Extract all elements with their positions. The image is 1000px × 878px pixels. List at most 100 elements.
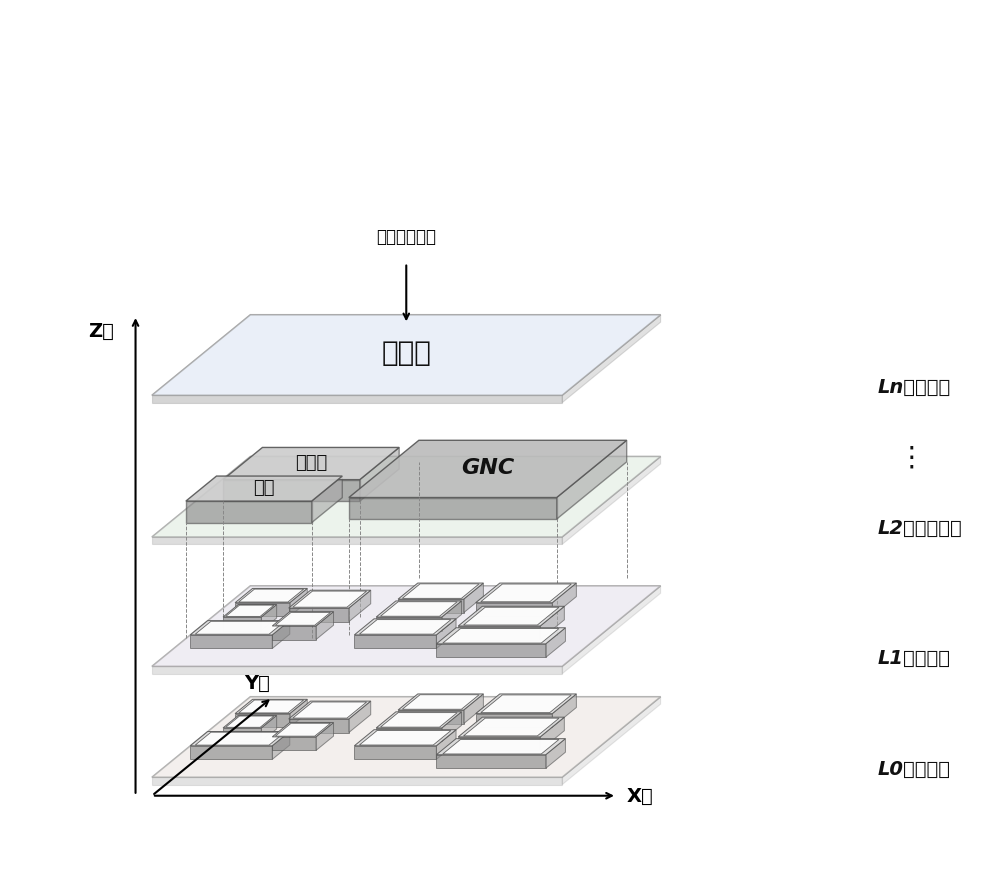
Polygon shape (290, 589, 307, 616)
Polygon shape (152, 587, 661, 666)
Polygon shape (476, 583, 576, 603)
Polygon shape (458, 607, 564, 626)
Polygon shape (272, 612, 334, 626)
Polygon shape (349, 591, 371, 622)
Polygon shape (436, 619, 456, 649)
Polygon shape (546, 628, 565, 658)
Text: 正对屏幕方向: 正对屏幕方向 (376, 227, 436, 246)
Polygon shape (152, 666, 562, 674)
Polygon shape (349, 441, 627, 498)
Polygon shape (481, 695, 571, 713)
Polygon shape (443, 739, 559, 754)
Polygon shape (152, 537, 562, 544)
Polygon shape (481, 585, 571, 602)
Polygon shape (152, 697, 661, 777)
Polygon shape (458, 717, 564, 737)
Polygon shape (360, 448, 399, 501)
Polygon shape (275, 723, 330, 737)
Polygon shape (557, 441, 627, 520)
Polygon shape (443, 629, 559, 644)
Text: L0：接点层: L0：接点层 (878, 759, 951, 778)
Polygon shape (349, 702, 371, 733)
Text: L2：分系统层: L2：分系统层 (878, 519, 963, 537)
Polygon shape (464, 718, 559, 736)
Polygon shape (223, 605, 277, 617)
Polygon shape (436, 738, 565, 755)
Polygon shape (376, 728, 442, 742)
Polygon shape (195, 732, 285, 745)
Polygon shape (152, 315, 661, 396)
Polygon shape (540, 717, 564, 751)
Polygon shape (293, 702, 367, 718)
Polygon shape (402, 695, 479, 709)
Polygon shape (195, 622, 285, 635)
Polygon shape (235, 714, 290, 727)
Text: 供配电: 供配电 (295, 453, 327, 471)
Polygon shape (223, 480, 360, 501)
Text: 测控: 测控 (253, 479, 275, 496)
Polygon shape (552, 583, 576, 616)
Polygon shape (316, 723, 334, 751)
Polygon shape (402, 584, 479, 599)
Polygon shape (359, 730, 451, 745)
Polygon shape (442, 601, 462, 631)
Polygon shape (272, 723, 334, 737)
Polygon shape (354, 730, 456, 746)
Polygon shape (376, 601, 462, 617)
Polygon shape (312, 477, 342, 523)
Polygon shape (272, 737, 316, 751)
Polygon shape (289, 702, 371, 719)
Polygon shape (261, 605, 277, 631)
Polygon shape (289, 719, 349, 733)
Polygon shape (476, 603, 552, 616)
Polygon shape (458, 626, 540, 640)
Polygon shape (316, 612, 334, 640)
Polygon shape (272, 621, 290, 649)
Polygon shape (152, 315, 661, 396)
Polygon shape (436, 730, 456, 759)
Polygon shape (190, 731, 290, 746)
Polygon shape (476, 694, 576, 714)
Polygon shape (152, 697, 661, 777)
Polygon shape (349, 498, 557, 520)
Polygon shape (272, 731, 290, 759)
Polygon shape (152, 396, 562, 403)
Polygon shape (186, 477, 342, 501)
Polygon shape (398, 600, 464, 613)
Text: 航天器: 航天器 (381, 339, 431, 366)
Polygon shape (398, 583, 483, 600)
Polygon shape (239, 701, 304, 713)
Polygon shape (354, 746, 436, 759)
Polygon shape (562, 457, 661, 544)
Text: GNC: GNC (461, 457, 514, 478)
Polygon shape (376, 617, 442, 631)
Polygon shape (458, 737, 540, 751)
Polygon shape (442, 712, 462, 742)
Polygon shape (380, 713, 457, 727)
Polygon shape (223, 728, 261, 742)
Polygon shape (223, 617, 261, 631)
Polygon shape (226, 716, 274, 728)
Polygon shape (152, 457, 661, 537)
Polygon shape (152, 457, 661, 537)
Polygon shape (235, 700, 307, 714)
Polygon shape (272, 626, 316, 640)
Polygon shape (380, 602, 457, 616)
Polygon shape (464, 694, 483, 723)
Polygon shape (190, 635, 272, 649)
Polygon shape (293, 592, 367, 608)
Polygon shape (540, 607, 564, 640)
Polygon shape (376, 712, 462, 728)
Polygon shape (261, 716, 277, 742)
Text: ⋮: ⋮ (898, 443, 926, 471)
Polygon shape (464, 608, 559, 625)
Polygon shape (190, 746, 272, 759)
Polygon shape (436, 755, 546, 768)
Polygon shape (190, 621, 290, 635)
Polygon shape (290, 700, 307, 727)
Polygon shape (552, 694, 576, 727)
Polygon shape (289, 591, 371, 608)
Polygon shape (562, 315, 661, 403)
Polygon shape (289, 608, 349, 622)
Polygon shape (235, 603, 290, 616)
